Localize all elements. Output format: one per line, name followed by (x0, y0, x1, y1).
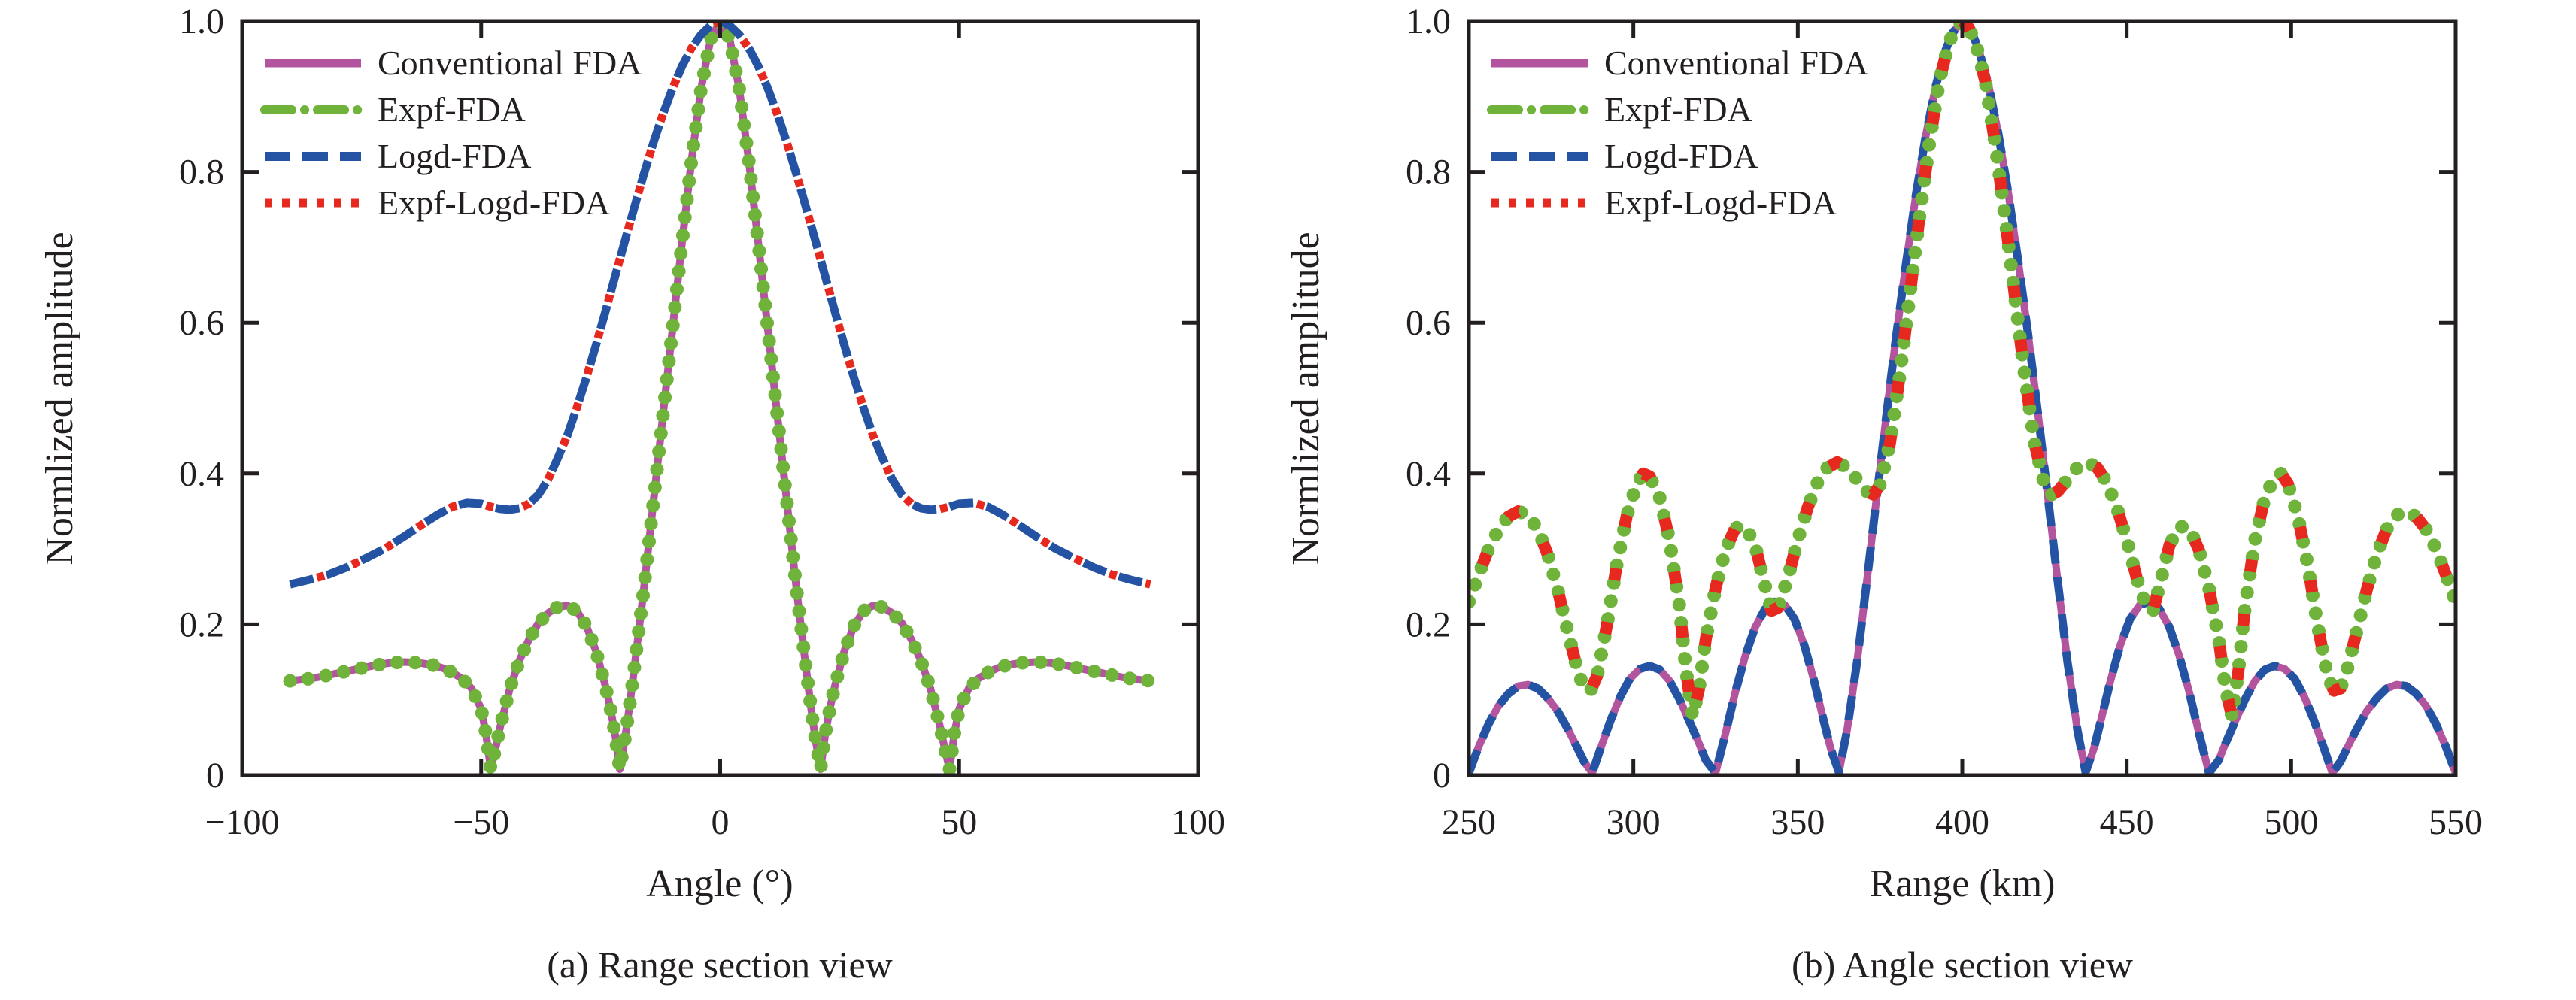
series-line-logd-fda (1467, 20, 2457, 777)
legend: Conventional FDA Expf-FDA Logd-FDA Expf-Log… (1487, 44, 1868, 222)
x-tick-label: 550 (2429, 802, 2483, 842)
x-tick-label: 350 (1770, 802, 1825, 842)
y-tick-label: 0.2 (179, 605, 224, 644)
x-tick-label: 300 (1607, 802, 1661, 842)
legend-item: Logd-FDA (1491, 137, 1758, 175)
legend: Conventional FDA Expf-FDA Logd-FDA Expf-Log… (260, 44, 642, 222)
x-tick-label: 50 (941, 802, 977, 842)
legend-item: Expf-FDA (1487, 90, 1752, 129)
series-lines (283, 20, 1158, 776)
x-tick-label: −100 (205, 802, 279, 842)
legend-label: Expf-Logd-FDA (1604, 183, 1837, 222)
y-tick-label: 1.0 (1406, 2, 1451, 41)
legend-label: Expf-Logd-FDA (378, 183, 610, 222)
legend-label: Logd-FDA (378, 137, 531, 175)
x-tick-label: 250 (1442, 802, 1496, 842)
x-axis-label-a: Angle (°) (646, 862, 793, 905)
y-tick-label: 0.2 (1406, 605, 1451, 644)
y-tick-label: 0.6 (1406, 303, 1451, 343)
x-tick-label: 0 (712, 802, 730, 842)
legend-item: Conventional FDA (1491, 44, 1868, 82)
x-tick-label: −50 (453, 802, 509, 842)
y-tick-label: 0.8 (179, 153, 224, 192)
x-tick-label: 400 (1935, 802, 1989, 842)
y-tick-label: 0.4 (179, 454, 224, 494)
series-line-expf-fda (283, 20, 1158, 776)
chart-a: −100 −50 0 50 100 0 0.2 0.4 0.6 0.8 1.0 Conventiona… (38, 2, 1225, 986)
plot-frame (1467, 19, 2458, 777)
y-tick-label: 0.4 (1406, 454, 1451, 494)
y-axis-label-a: Normlized amplitude (38, 232, 81, 565)
y-tick-label: 0.8 (1406, 153, 1451, 192)
y-axis-label-b: Normlized amplitude (1288, 232, 1327, 565)
legend-item: Conventional FDA (265, 44, 642, 82)
y-tick-label: 0 (206, 756, 224, 795)
legend-item: Expf-FDA (260, 90, 526, 129)
legend-label: Conventional FDA (1604, 44, 1868, 82)
chart-b: 250 300 350 400 450 500 550 0 0.2 0.4 0.6 0.8 1.0 Con… (1288, 2, 2483, 986)
legend-label: Logd-FDA (1604, 137, 1758, 175)
x-tick-label: 450 (2100, 802, 2154, 842)
x-axis-label-b: Range (km) (1870, 862, 2056, 905)
y-tick-label: 0.6 (179, 303, 224, 343)
chart-caption-b: (b) Angle section view (1792, 944, 2133, 986)
legend-label: Conventional FDA (378, 44, 642, 82)
series-line-conventional-fda (1467, 20, 2457, 777)
series-line-expf-logd-fda (1467, 20, 2457, 723)
series-lines (1467, 20, 2457, 777)
legend-item: Logd-FDA (265, 137, 531, 175)
y-tick-label: 1.0 (179, 2, 224, 41)
x-tick-label: 500 (2264, 802, 2318, 842)
chart-caption-a: (a) Range section view (547, 944, 893, 986)
y-tick-label: 0 (1433, 756, 1451, 795)
x-tick-label: 100 (1171, 802, 1225, 842)
legend-label: Expf-FDA (1604, 90, 1752, 129)
legend-item: Expf-Logd-FDA (265, 183, 610, 222)
legend-item: Expf-Logd-FDA (1491, 183, 1837, 222)
legend-label: Expf-FDA (378, 90, 526, 129)
